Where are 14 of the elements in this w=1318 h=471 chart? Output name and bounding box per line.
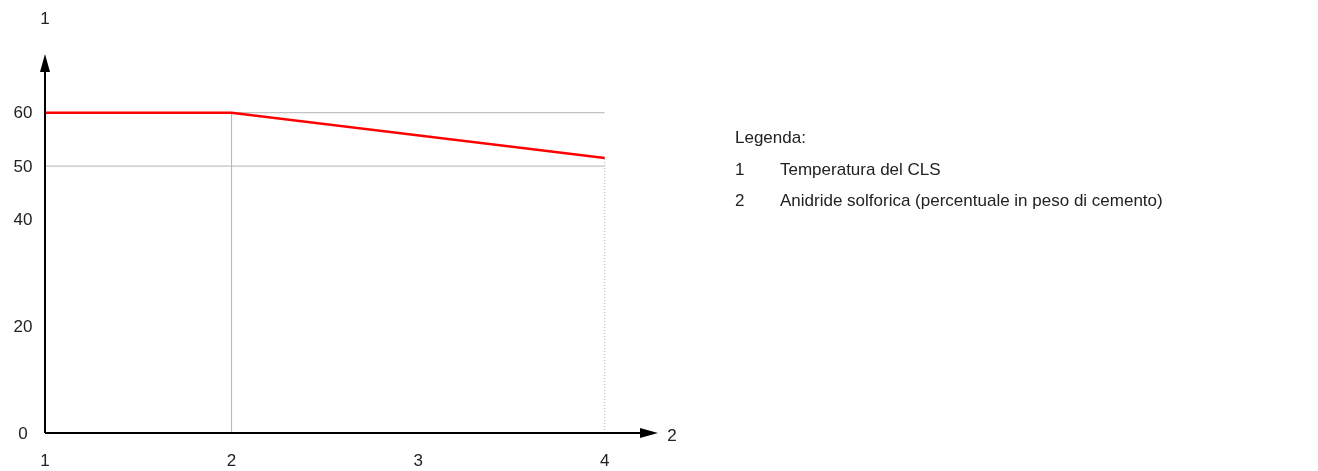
x-tick-label: 3 — [413, 450, 423, 470]
y-axis-title: 1 — [40, 8, 50, 28]
y-tick-label: 20 — [13, 316, 33, 336]
x-tick-label: 1 — [40, 450, 50, 470]
x-tick-label: 4 — [599, 450, 610, 470]
y-tick-label: 40 — [13, 209, 33, 229]
text: 1 Temperatura del CLS — [735, 159, 941, 179]
text: 2 Anidride solforica (percentuale in peso di cemento) — [735, 190, 1163, 210]
text: Legenda: — [735, 127, 806, 147]
y-tick-label: 50 — [13, 156, 33, 176]
y-tick-label: 60 — [13, 103, 33, 123]
x-tick-label: 2 — [226, 450, 237, 470]
y-tick-label: 0 — [18, 423, 28, 443]
x-axis-title: 2 — [667, 425, 677, 445]
